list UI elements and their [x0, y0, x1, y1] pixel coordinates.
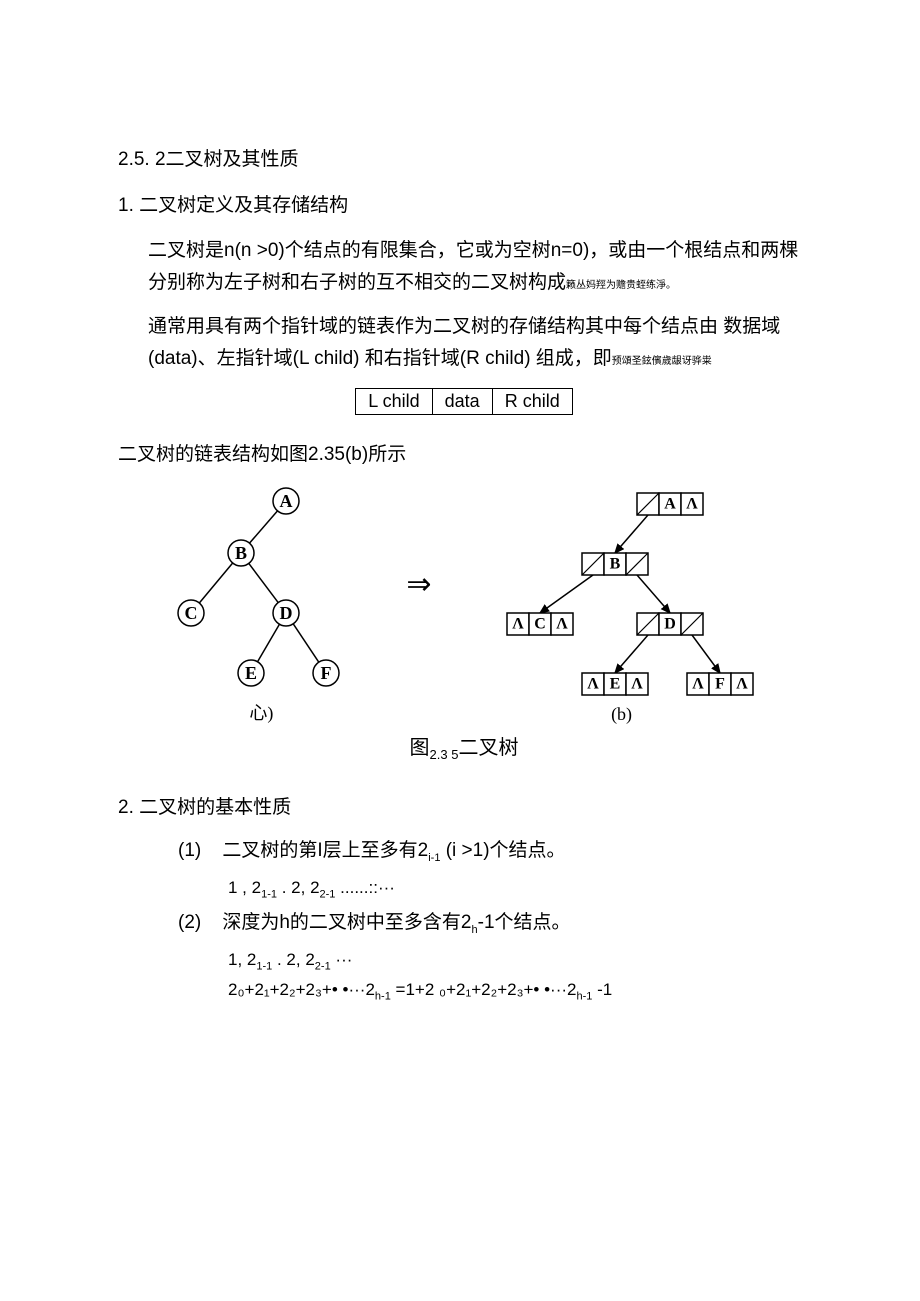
svg-text:A: A [664, 496, 676, 513]
p2m2-s1: h-1 [375, 990, 391, 1002]
node-structure-table: L child data R child [355, 388, 572, 415]
p2m1-c: ··· [331, 950, 353, 969]
svg-text:Λ: Λ [736, 676, 748, 693]
para1-footnote: 籁丛妈羥为赡贵蛭练淨。 [566, 280, 676, 291]
figure-caption: 图2.3 5二叉树 [118, 731, 810, 762]
prop2-text-a: 深度为h的二叉树中至多含有2 [222, 912, 471, 933]
p2m2-b: =1+2 ₀+2₁+2₂+2₃+• •···2 [391, 980, 577, 999]
paragraph-2: 通常用具有两个指针域的链表作为二叉树的存储结构其中每个结点由 数据域(data)… [148, 311, 810, 376]
svg-text:C: C [534, 616, 546, 633]
property-2-math-1: 1, 21-1 . 2, 22-1 ··· [228, 950, 810, 972]
svg-text:B: B [235, 543, 247, 563]
caption-post: 二叉树 [458, 737, 518, 759]
caption-pre: 图 [410, 737, 430, 759]
node-cell-data: data [432, 388, 492, 414]
p1m-a: 1 , 2 [228, 878, 261, 897]
p2m1-s1: 1-1 [256, 960, 272, 972]
item1-heading: 1. 二叉树定义及其存储结构 [118, 190, 810, 222]
property-1-math: 1 , 21-1 . 2, 22-1 ......::··· [228, 878, 810, 900]
figure-row: ABCDEF 心) ⇒ AΛBCΛΛDEΛΛFΛΛ (b) [118, 483, 810, 725]
svg-text:E: E [245, 663, 257, 683]
p1m-s1: 1-1 [261, 888, 277, 900]
tree-diagram-svg: A B C D E F [156, 483, 366, 693]
p2m1-s2: 2-1 [315, 960, 331, 972]
svg-text:Λ: Λ [686, 496, 698, 513]
svg-text:D: D [280, 603, 293, 623]
svg-text:B: B [609, 556, 620, 573]
property-1: (1) 二叉树的第I层上至多有2i-1 (i >1)个结点。 [178, 836, 810, 867]
figure-a: A B C D E F 心) [156, 483, 366, 725]
p1m-c: ......::··· [335, 878, 395, 897]
caption-number: 2.3 5 [430, 747, 459, 762]
prop1-text-a: 二叉树的第I层上至多有2 [222, 840, 428, 861]
svg-text:Λ: Λ [587, 676, 599, 693]
figure-b-label: (b) [472, 704, 772, 725]
p1m-b: . 2, 2 [277, 878, 320, 897]
svg-text:C: C [185, 603, 198, 623]
svg-text:Λ: Λ [631, 676, 643, 693]
item2-heading: 2. 二叉树的基本性质 [118, 792, 810, 824]
property-2-math-2: 2₀+2₁+2₂+2₃+• •···2h-1 =1+2 ₀+2₁+2₂+2₃+•… [228, 980, 810, 1002]
svg-text:E: E [609, 676, 620, 693]
document-page: 2.5. 2二叉树及其性质 1. 二叉树定义及其存储结构 二叉树是n(n >0)… [0, 0, 920, 1070]
figure-a-label: 心) [156, 699, 366, 725]
paragraph-1: 二叉树是n(n >0)个结点的有限集合，它或为空树n=0)，或由一个根结点和两棵… [148, 235, 810, 300]
prop2-text-b: -1个结点。 [478, 912, 571, 933]
svg-text:F: F [321, 663, 332, 683]
prop1-sub: i-1 [428, 852, 440, 864]
prop2-num: (2) [178, 912, 201, 933]
figure-b: AΛBCΛΛDEΛΛFΛΛ (b) [472, 483, 772, 725]
para2-footnote: 预頌圣鉉儐歲龈讶骅粜 [612, 356, 712, 367]
p2m2-a: 2₀+2₁+2₂+2₃+• •···2 [228, 980, 375, 999]
p2m2-c: -1 [592, 980, 612, 999]
p2m1-a: 1, 2 [228, 950, 256, 969]
prop1-num: (1) [178, 840, 201, 861]
svg-text:Λ: Λ [512, 616, 524, 633]
node-cell-lchild: L child [356, 388, 432, 414]
property-2: (2) 深度为h的二叉树中至多含有2h-1个结点。 [178, 908, 810, 939]
linked-diagram-svg: AΛBCΛΛDEΛΛFΛΛ [472, 483, 772, 698]
p2m2-s2: h-1 [577, 990, 593, 1002]
svg-text:F: F [715, 676, 725, 693]
node-cell-rchild: R child [492, 388, 572, 414]
svg-text:A: A [280, 491, 293, 511]
prop1-text-b: (i >1)个结点。 [440, 840, 565, 861]
p1m-s2: 2-1 [320, 888, 336, 900]
para1-text: 二叉树是n(n >0)个结点的有限集合，它或为空树n=0)，或由一个根结点和两棵… [148, 240, 798, 293]
p2m1-b: . 2, 2 [272, 950, 315, 969]
transform-arrow-icon: ⇒ [406, 567, 431, 642]
svg-text:D: D [664, 616, 676, 633]
svg-text:Λ: Λ [692, 676, 704, 693]
section-heading: 2.5. 2二叉树及其性质 [118, 144, 810, 176]
svg-text:Λ: Λ [556, 616, 568, 633]
linklist-intro: 二叉树的链表结构如图2.35(b)所示 [118, 439, 810, 471]
